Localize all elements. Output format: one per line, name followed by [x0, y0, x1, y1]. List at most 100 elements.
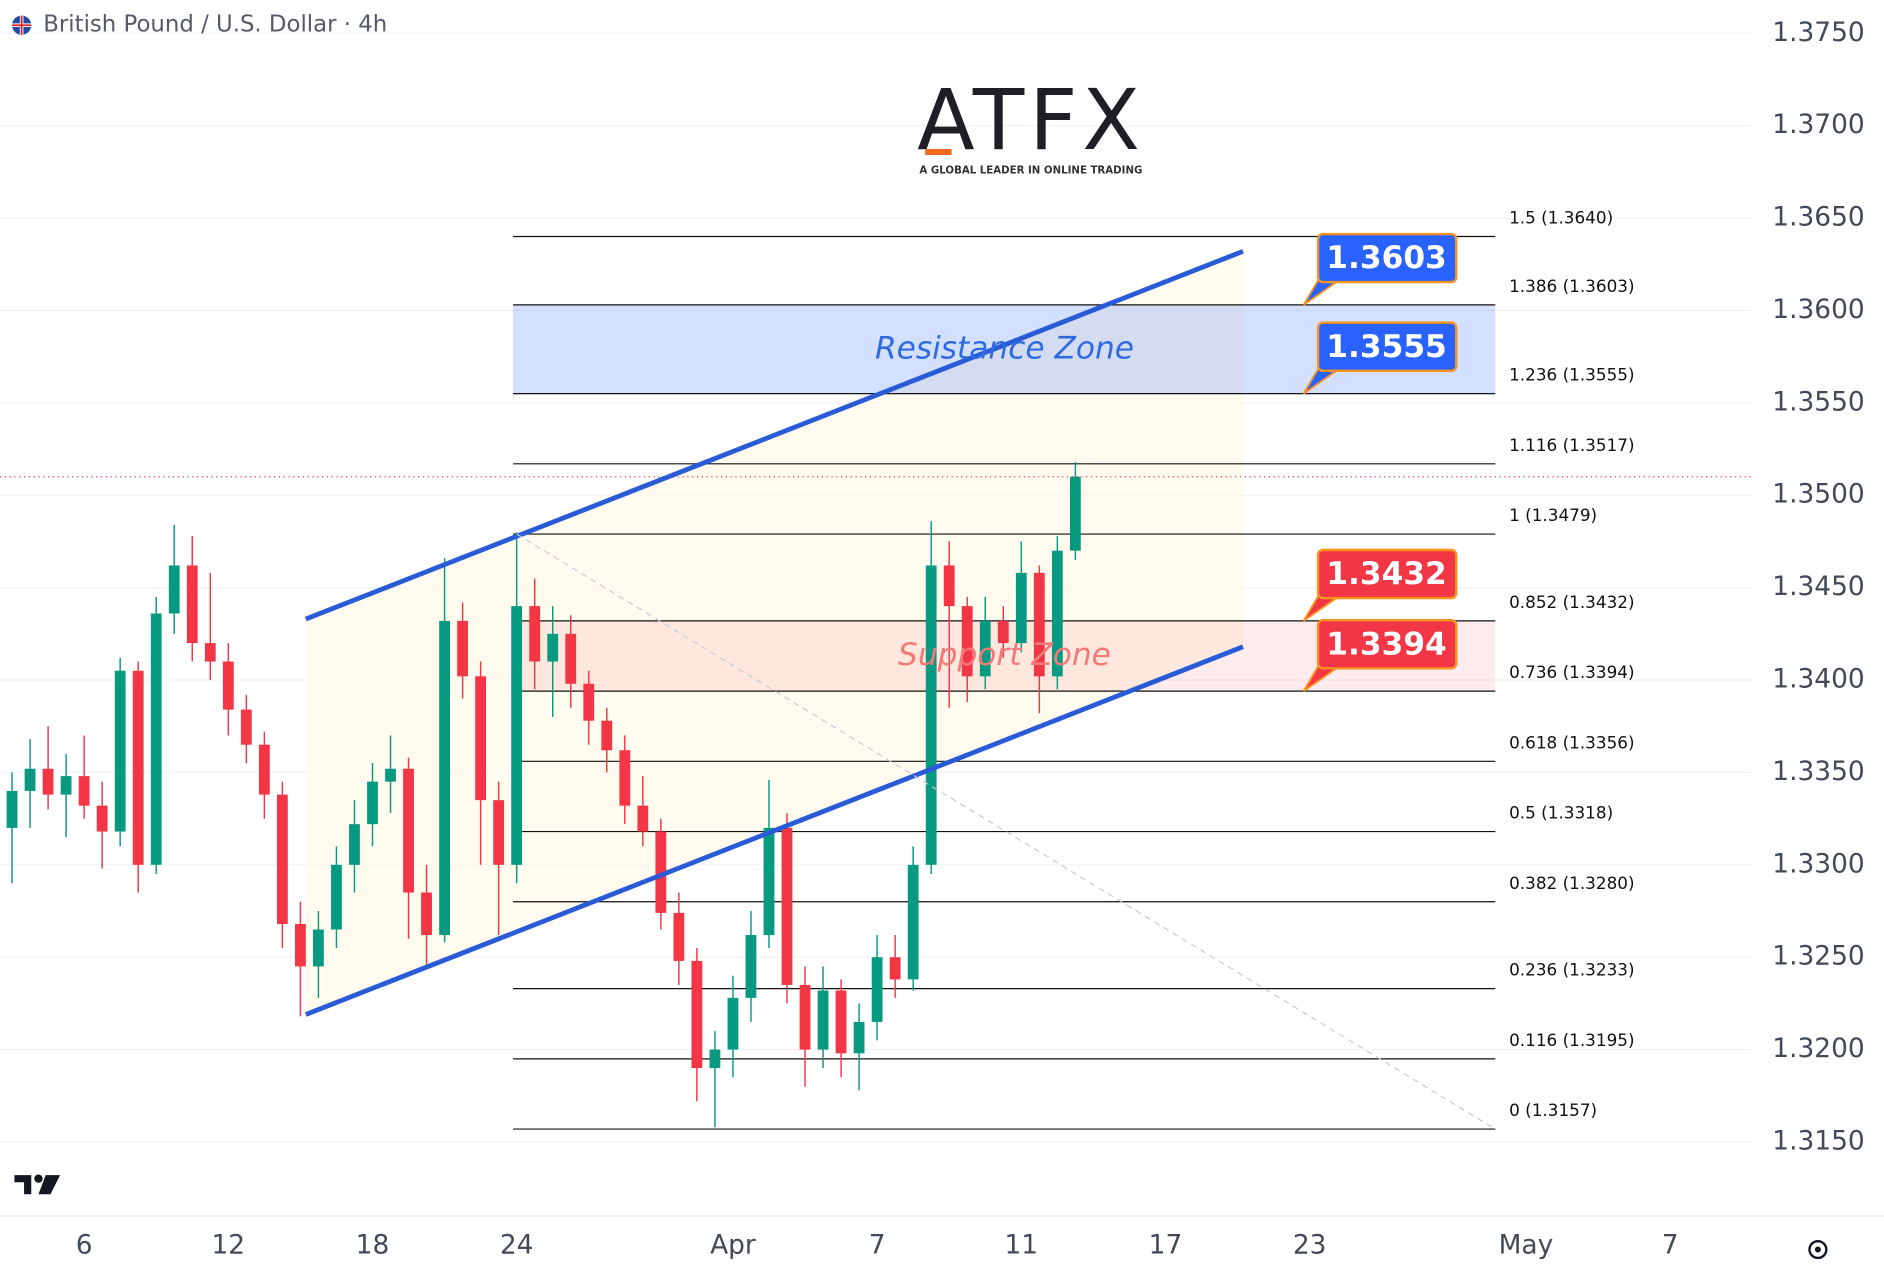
x-tick-label: 7 — [869, 1229, 886, 1260]
channel-fill — [305, 251, 1243, 1015]
fib-label: 1.116 (1.3517) — [1509, 435, 1634, 455]
candle-body — [403, 768, 414, 893]
candle-body — [691, 960, 703, 1069]
candle-body — [853, 1021, 865, 1054]
y-tick-label: 1.3600 — [1772, 294, 1864, 325]
candle-body — [132, 670, 144, 865]
candle-body — [673, 912, 685, 961]
candle-body — [835, 990, 847, 1054]
candle-body — [186, 565, 198, 644]
candle-body — [889, 957, 901, 980]
price-box-label: 1.3555 — [1326, 329, 1446, 365]
zone-label: Support Zone — [898, 637, 1111, 673]
fib-trend-line — [516, 533, 1496, 1130]
price-box — [1316, 321, 1458, 372]
price-box — [1316, 548, 1458, 600]
settings-button[interactable] — [1808, 1239, 1828, 1260]
settings-icon-center[interactable] — [1814, 1246, 1821, 1253]
candle-body — [709, 1049, 721, 1069]
fib-label: 1.386 (1.3603) — [1509, 276, 1634, 296]
fib-label: 1.5 (1.3640) — [1509, 208, 1613, 228]
fib-label: 0.5 (1.3318) — [1509, 803, 1613, 823]
fib-label: 1 (1.3479) — [1509, 505, 1597, 525]
price-box — [1316, 619, 1458, 670]
channel-line — [304, 249, 1244, 622]
y-tick-label: 1.3700 — [1772, 109, 1864, 140]
y-tick-label: 1.3300 — [1772, 848, 1864, 879]
candle-body — [529, 606, 541, 662]
tv-logo-part — [14, 1175, 32, 1195]
channel-line — [304, 644, 1244, 1017]
x-tick-label: 7 — [1662, 1229, 1679, 1260]
candle-body — [313, 929, 324, 967]
symbol-title: British Pound / U.S. Dollar · 4h — [43, 12, 387, 38]
candle-body — [871, 957, 883, 1022]
background-layer — [0, 32, 1755, 1143]
x-tick-label: May — [1499, 1229, 1554, 1260]
candle-body — [1069, 476, 1081, 551]
fib-label: 0.116 (1.3195) — [1509, 1030, 1634, 1050]
candle-body — [457, 620, 469, 677]
fib-label: 0.382 (1.3280) — [1509, 873, 1634, 893]
x-tick-label: 6 — [76, 1229, 93, 1260]
candle-body — [114, 670, 126, 832]
candle-body — [583, 683, 595, 721]
fib-label: 0.618 (1.3356) — [1509, 732, 1634, 752]
y-tick-label: 1.3400 — [1772, 664, 1864, 695]
candle-body — [331, 864, 342, 930]
candle-body — [385, 768, 396, 782]
price-box-label: 1.3432 — [1326, 556, 1446, 592]
y-tick-label: 1.3650 — [1772, 202, 1864, 233]
candle-body — [619, 750, 631, 806]
x-tick-label: 23 — [1293, 1229, 1327, 1260]
candle-body — [96, 805, 108, 832]
candle-body — [150, 613, 162, 865]
candle-body — [961, 606, 973, 677]
candle-body — [1033, 572, 1045, 677]
x-tick-label: 18 — [356, 1229, 390, 1260]
candle-body — [763, 827, 775, 936]
candle-body — [439, 620, 450, 936]
candle-body — [979, 620, 991, 677]
logo-text: ATFX — [917, 71, 1145, 169]
candle-body — [511, 606, 523, 865]
candle-body — [349, 824, 360, 865]
candle-body — [240, 709, 252, 745]
y-tick-label: 1.3500 — [1772, 479, 1864, 510]
candle-body — [745, 935, 757, 998]
x-tick-label: 17 — [1149, 1229, 1183, 1260]
price-box-label: 1.3394 — [1326, 626, 1446, 662]
x-tick-label: 11 — [1004, 1229, 1038, 1260]
candle-body — [781, 827, 793, 985]
price-box-label: 1.3603 — [1326, 240, 1446, 276]
candle-body — [258, 744, 270, 795]
fib-label: 0 (1.3157) — [1509, 1100, 1597, 1120]
candle-body — [997, 620, 1009, 644]
candle-body — [222, 661, 234, 710]
candle-body — [637, 805, 649, 832]
candle-body — [276, 794, 288, 924]
candle-body — [1051, 550, 1063, 677]
candle-body — [565, 633, 577, 684]
candle-body — [168, 565, 180, 614]
candle-body — [601, 720, 613, 751]
candle-body — [547, 633, 559, 662]
candle-body — [907, 864, 919, 980]
candle-body — [1015, 572, 1027, 644]
x-tick-label: 12 — [211, 1229, 245, 1260]
candle-body — [655, 831, 667, 913]
candle-body — [78, 776, 90, 806]
candle-body — [421, 892, 432, 936]
candle-body — [925, 565, 937, 865]
candle-body — [60, 776, 72, 795]
candle-body — [42, 768, 54, 795]
candle-body — [6, 790, 18, 828]
candle-body — [817, 990, 829, 1050]
candle-body — [493, 800, 505, 865]
settings-icon[interactable] — [1808, 1239, 1828, 1260]
y-tick-label: 1.3350 — [1772, 756, 1864, 787]
y-tick-label: 1.3750 — [1772, 17, 1864, 48]
symbol-flag-cross — [12, 15, 32, 35]
y-tick-label: 1.3250 — [1772, 941, 1864, 972]
